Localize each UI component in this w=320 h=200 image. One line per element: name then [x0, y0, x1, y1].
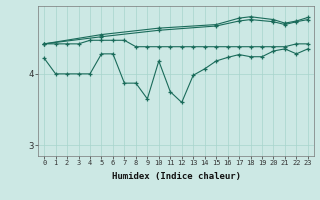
X-axis label: Humidex (Indice chaleur): Humidex (Indice chaleur): [111, 172, 241, 181]
